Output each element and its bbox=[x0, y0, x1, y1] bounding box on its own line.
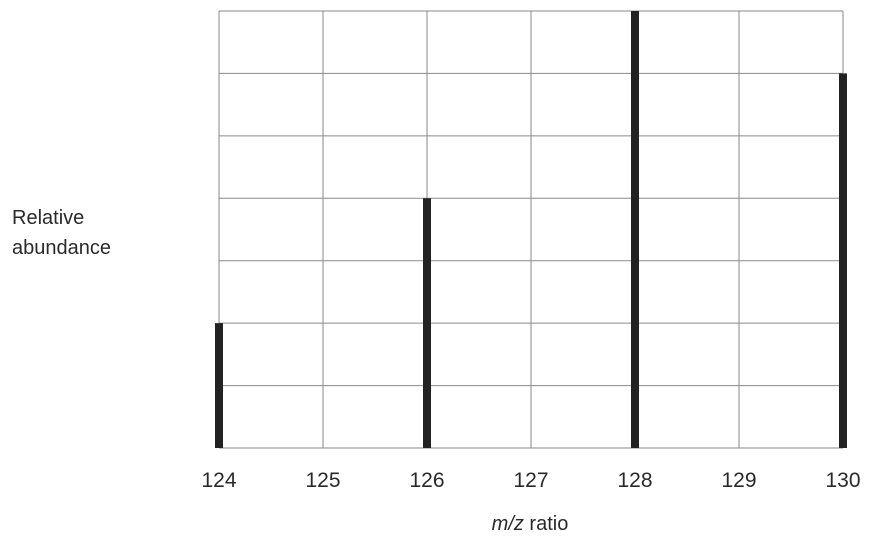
x-tick-label-2: 126 bbox=[409, 469, 444, 492]
x-tick-label-6: 130 bbox=[825, 469, 860, 492]
chart-grid bbox=[218, 10, 844, 449]
x-tick-label-5: 129 bbox=[721, 469, 756, 492]
bar-124 bbox=[215, 323, 223, 448]
chart-bars bbox=[215, 11, 847, 448]
x-tick-labels: 124 125 126 127 128 129 130 bbox=[201, 469, 860, 492]
x-tick-label-1: 125 bbox=[305, 469, 340, 492]
bar-126 bbox=[423, 198, 431, 448]
x-axis-label-italic: m/z bbox=[492, 513, 524, 535]
x-axis-label-rest: ratio bbox=[524, 513, 568, 535]
y-axis-label: Relative abundance bbox=[12, 207, 111, 259]
x-tick-label-4: 128 bbox=[617, 469, 652, 492]
y-axis-label-line-2: abundance bbox=[12, 237, 111, 259]
x-axis-label: m/z ratio bbox=[492, 513, 569, 535]
x-tick-label-3: 127 bbox=[513, 469, 548, 492]
y-axis-label-line-1: Relative bbox=[12, 207, 84, 229]
bar-130 bbox=[839, 73, 847, 448]
x-tick-label-0: 124 bbox=[201, 469, 236, 492]
bar-128 bbox=[631, 11, 639, 448]
